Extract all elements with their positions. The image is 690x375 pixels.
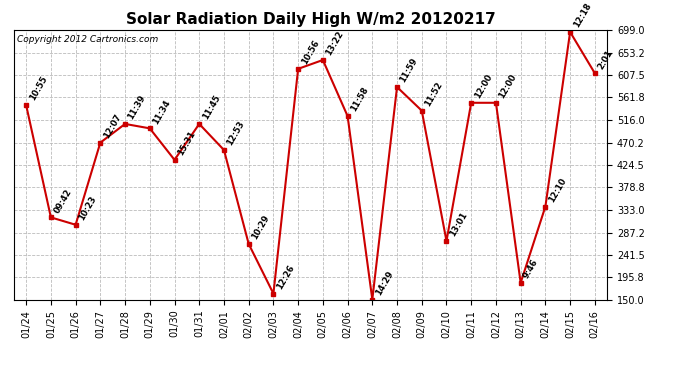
Text: 10:55: 10:55 xyxy=(28,75,49,102)
Text: 10:29: 10:29 xyxy=(250,214,271,241)
Text: 14:29: 14:29 xyxy=(374,269,395,297)
Text: Copyright 2012 Cartronics.com: Copyright 2012 Cartronics.com xyxy=(17,35,158,44)
Text: 12:00: 12:00 xyxy=(473,72,494,100)
Text: 12:26: 12:26 xyxy=(275,263,296,291)
Text: 13:01: 13:01 xyxy=(448,211,469,238)
Text: 2:01: 2:01 xyxy=(596,48,615,70)
Text: 11:59: 11:59 xyxy=(398,57,420,84)
Text: 12:18: 12:18 xyxy=(571,2,593,29)
Text: 11:34: 11:34 xyxy=(151,98,172,126)
Text: 11:52: 11:52 xyxy=(423,80,444,108)
Text: 12:07: 12:07 xyxy=(101,112,123,140)
Text: 10:56: 10:56 xyxy=(299,38,321,66)
Text: 11:45: 11:45 xyxy=(201,93,222,121)
Text: 15:31: 15:31 xyxy=(176,129,197,157)
Text: 13:22: 13:22 xyxy=(324,30,346,57)
Text: 10:23: 10:23 xyxy=(77,194,98,222)
Text: 11:39: 11:39 xyxy=(126,94,148,121)
Text: 12:10: 12:10 xyxy=(546,176,568,204)
Title: Solar Radiation Daily High W/m2 20120217: Solar Radiation Daily High W/m2 20120217 xyxy=(126,12,495,27)
Text: 9:46: 9:46 xyxy=(522,257,540,280)
Text: 12:00: 12:00 xyxy=(497,72,518,100)
Text: 09:42: 09:42 xyxy=(52,187,73,214)
Text: 12:53: 12:53 xyxy=(226,120,246,147)
Text: 11:58: 11:58 xyxy=(349,86,370,113)
